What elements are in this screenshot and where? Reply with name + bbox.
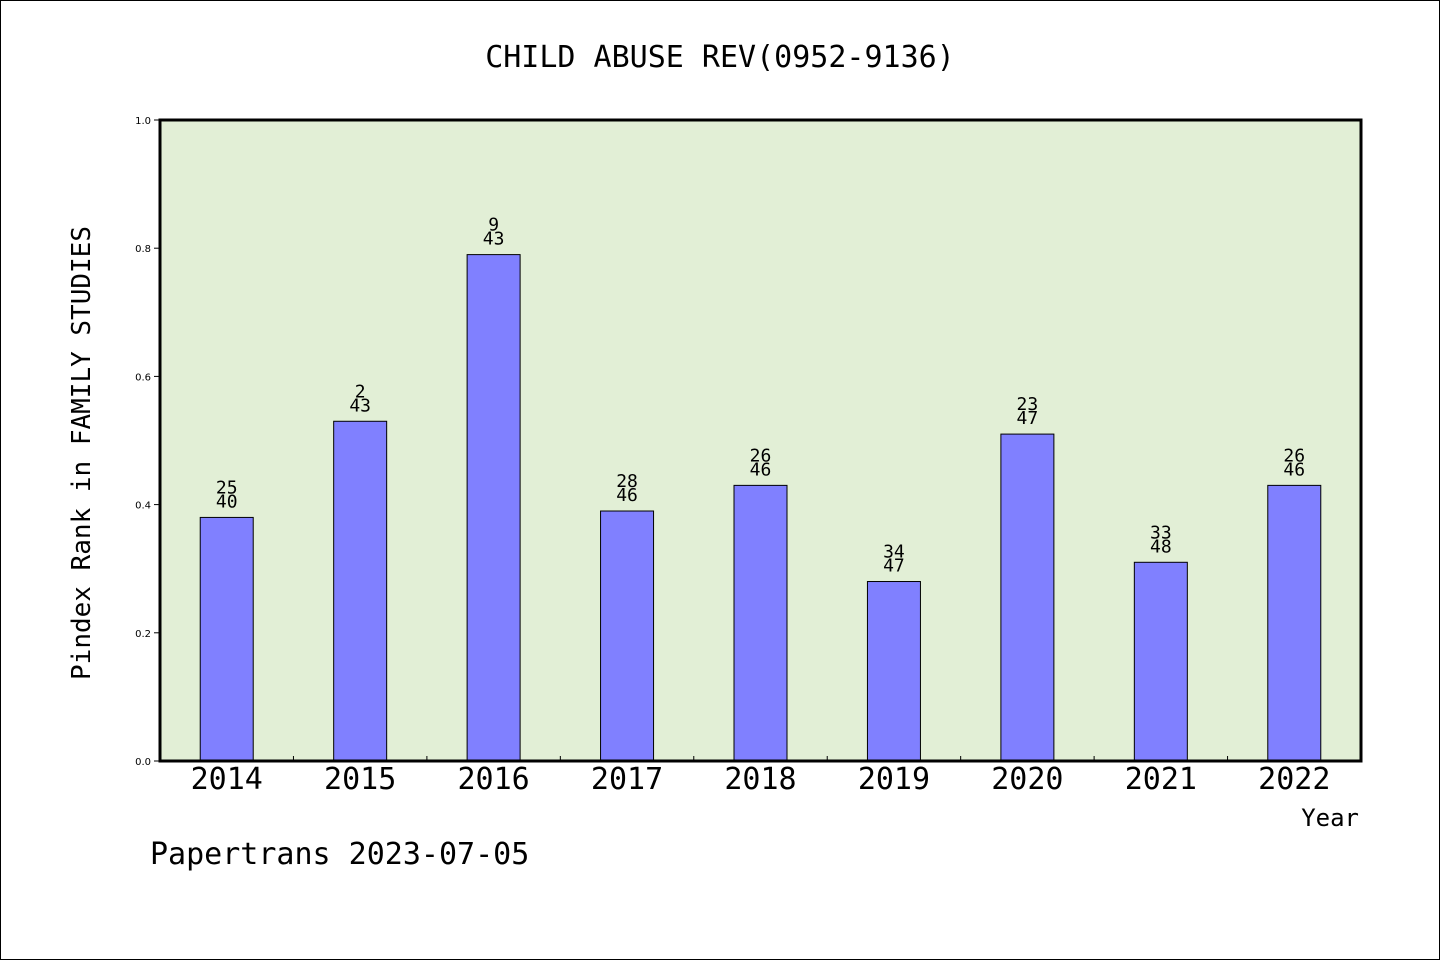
bar-rank-label: 9	[488, 215, 499, 236]
bar-total-label: 46	[750, 459, 772, 480]
footer-credit: Papertrans 2023-07-05	[150, 837, 529, 872]
bar-total-label: 47	[1017, 408, 1039, 429]
bar-rank-label: 34	[883, 542, 905, 563]
bar	[866, 581, 921, 762]
bar-rank-label: 26	[750, 445, 772, 466]
bar-total-label: 46	[1283, 459, 1305, 480]
x-tick-label: 2018	[724, 762, 796, 797]
bar-rank-label: 28	[616, 471, 638, 492]
y-tick-label: 0.0	[135, 757, 151, 768]
bar	[733, 484, 788, 762]
x-tick-label: 2016	[457, 762, 529, 797]
bar	[333, 420, 388, 762]
bar-total-label: 47	[883, 556, 905, 577]
bar	[1267, 484, 1322, 762]
bar-total-label: 40	[216, 491, 238, 512]
x-axis-label: Year	[1301, 804, 1359, 832]
x-tick-label: 2014	[191, 762, 263, 797]
plot-border	[158, 118, 1363, 763]
bar-rank-label: 25	[216, 477, 238, 498]
y-tick-label: 0.6	[135, 372, 151, 383]
bar	[199, 516, 254, 762]
bars-layer	[199, 254, 1322, 762]
x-tick-label: 2022	[1258, 762, 1330, 797]
y-tick-label: 1.0	[135, 116, 151, 127]
y-tick-label: 0.4	[135, 501, 151, 512]
bar-rank-label: 33	[1150, 522, 1172, 543]
axes-layer: 2014 2015 2016 2017 2018 2019 2020 2021 2022 0.0 0…	[135, 116, 1330, 797]
bar	[1000, 433, 1055, 762]
y-tick-label: 0.8	[135, 244, 151, 255]
bar-rank-label: 26	[1283, 445, 1305, 466]
bar	[466, 254, 521, 762]
x-tick-label: 2015	[324, 762, 396, 797]
x-tick-label: 2017	[591, 762, 663, 797]
bar	[1133, 561, 1188, 762]
chart-title: CHILD ABUSE REV(0952-9136)	[485, 40, 955, 75]
x-tick-label: 2021	[1125, 762, 1197, 797]
x-tick-label: 2020	[991, 762, 1063, 797]
bar	[600, 510, 655, 762]
bar-rank-label: 23	[1017, 394, 1039, 415]
bar-rank-label: 2	[355, 381, 366, 402]
x-tick-label: 2019	[858, 762, 930, 797]
bar-total-label: 43	[349, 395, 371, 416]
y-axis-label: Pindex Rank in FAMILY STUDIES	[67, 226, 97, 680]
y-tick-label: 0.2	[135, 629, 151, 640]
bar-total-label: 46	[616, 485, 638, 506]
bar-total-label: 43	[483, 229, 505, 250]
bar-total-label: 48	[1150, 536, 1172, 557]
